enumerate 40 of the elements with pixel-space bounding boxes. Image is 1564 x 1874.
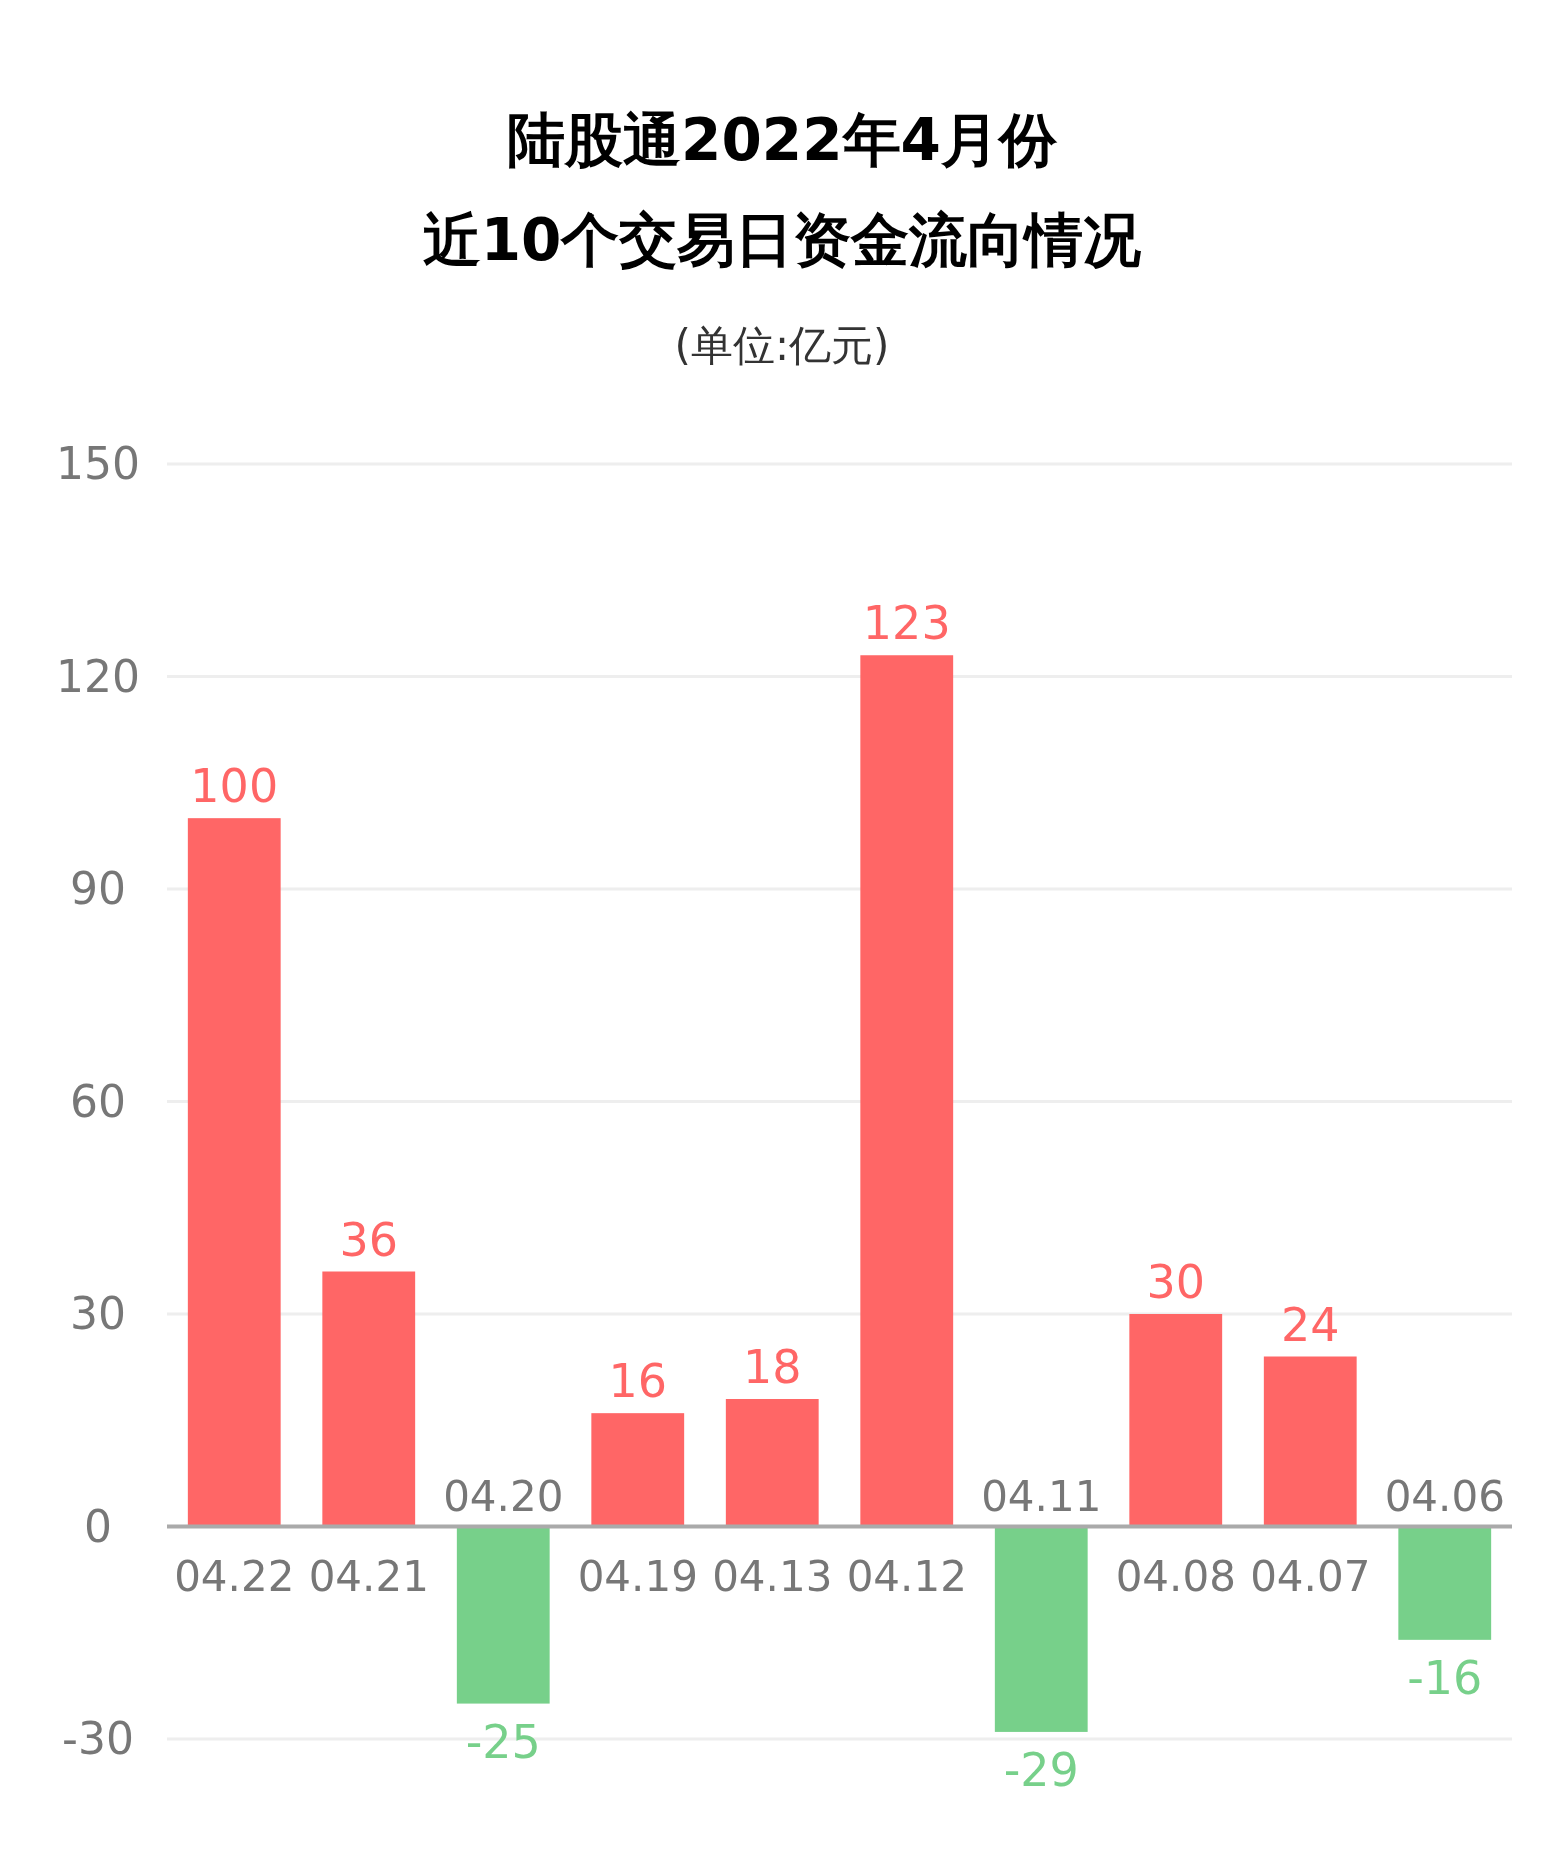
- x-tick-label: 04.12: [846, 1551, 967, 1601]
- bar: [860, 655, 954, 1527]
- bar: [591, 1413, 685, 1527]
- data-label: 18: [742, 1340, 802, 1394]
- bar: [725, 1399, 819, 1527]
- data-label: 30: [1146, 1255, 1206, 1309]
- bar: [187, 818, 281, 1527]
- bar: [1398, 1526, 1492, 1640]
- bar: [1263, 1356, 1357, 1527]
- x-tick-label: 04.06: [1384, 1471, 1505, 1521]
- x-tick-label: 04.21: [308, 1551, 429, 1601]
- bar: [456, 1526, 550, 1704]
- bar: [322, 1271, 416, 1527]
- y-tick-label: 150: [56, 438, 140, 489]
- y-tick-label: -30: [62, 1713, 134, 1764]
- y-tick-label: 60: [70, 1075, 126, 1127]
- x-tick-label: 04.11: [981, 1471, 1102, 1521]
- x-tick-label: 04.22: [174, 1551, 295, 1601]
- data-label: 100: [190, 759, 279, 814]
- data-label: 36: [339, 1212, 399, 1267]
- y-tick-label: 120: [56, 650, 140, 702]
- data-label: 123: [862, 596, 951, 651]
- chart-title: 陆股通2022年4月份: [507, 106, 1058, 174]
- chart-subtitle: 近10个交易日资金流向情况: [422, 206, 1142, 274]
- data-label: -16: [1407, 1650, 1483, 1705]
- data-label: 16: [608, 1354, 668, 1409]
- text: (单位:亿元): [674, 321, 890, 370]
- x-tick-label: 04.08: [1115, 1551, 1236, 1601]
- x-tick-label: 04.07: [1250, 1551, 1371, 1601]
- data-label: -29: [1003, 1742, 1079, 1797]
- y-tick-label: 90: [70, 863, 126, 914]
- y-tick-label: 0: [84, 1500, 112, 1552]
- y-tick-label: 30: [70, 1288, 126, 1339]
- bar: [1129, 1314, 1223, 1527]
- x-tick-label: 04.20: [443, 1471, 564, 1521]
- x-tick-label: 04.19: [577, 1551, 698, 1601]
- bar: [994, 1526, 1088, 1732]
- data-label: -25: [465, 1714, 541, 1769]
- data-label: 24: [1280, 1297, 1340, 1352]
- x-tick-label: 04.13: [712, 1551, 833, 1601]
